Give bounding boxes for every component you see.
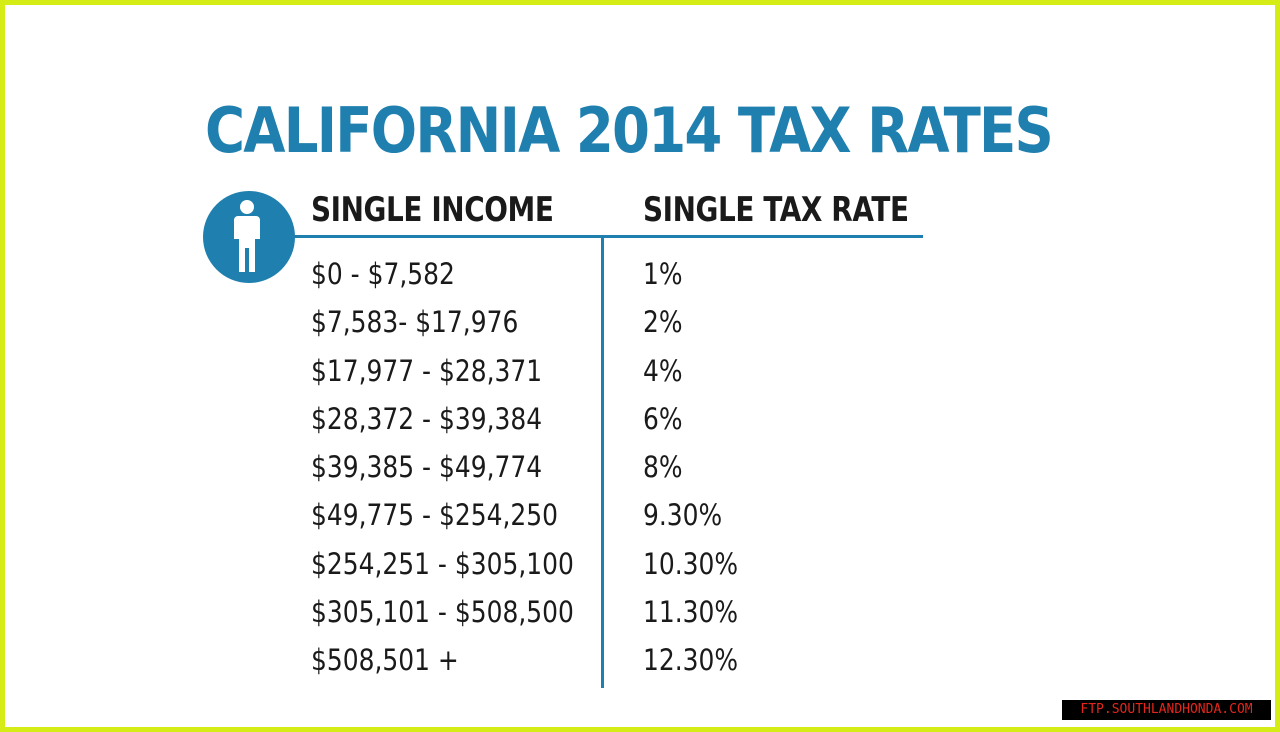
income-cell: $39,385 - $49,774 xyxy=(311,450,543,485)
table-row: $254,251 - $305,100 10.30% xyxy=(5,544,1280,592)
rate-cell: 2% xyxy=(643,305,683,340)
income-cell: $0 - $7,582 xyxy=(311,257,455,291)
rate-cell: 4% xyxy=(643,353,683,388)
table-row: $7,583- $17,976 2% xyxy=(5,302,1280,350)
rate-cell: 9.30% xyxy=(643,498,723,533)
income-cell: $508,501 + xyxy=(311,643,459,678)
table-row: $17,977 - $28,371 4% xyxy=(5,351,1280,399)
income-cell: $49,775 - $254,250 xyxy=(311,498,558,533)
income-cell: $7,583- $17,976 xyxy=(311,305,519,340)
rate-cell: 8% xyxy=(643,450,683,485)
column-header-income: SINGLE INCOME xyxy=(311,190,554,230)
page-title: CALIFORNIA 2014 TAX RATES xyxy=(205,94,1054,167)
rate-cell: 12.30% xyxy=(643,643,739,678)
column-divider xyxy=(601,236,604,688)
tax-rate-table: $0 - $7,582 1% $7,583- $17,976 2% $17,97… xyxy=(5,254,1280,689)
person-icon xyxy=(234,200,260,272)
income-cell: $254,251 - $305,100 xyxy=(311,546,574,581)
source-watermark: FTP.SOUTHLANDHONDA.COM xyxy=(1062,700,1271,720)
header-divider xyxy=(291,235,923,238)
rate-cell: 6% xyxy=(643,401,683,436)
person-badge xyxy=(203,191,295,283)
income-cell: $28,372 - $39,384 xyxy=(311,401,543,436)
rate-cell: 10.30% xyxy=(643,546,739,581)
table-row: $39,385 - $49,774 8% xyxy=(5,447,1280,495)
income-cell: $305,101 - $508,500 xyxy=(311,595,574,630)
rate-cell: 11.30% xyxy=(643,595,739,630)
column-header-rate: SINGLE TAX RATE xyxy=(643,190,909,230)
table-row: $305,101 - $508,500 11.30% xyxy=(5,592,1280,640)
table-row: $508,501 + 12.30% xyxy=(5,640,1280,688)
table-row: $28,372 - $39,384 6% xyxy=(5,399,1280,447)
table-row: $0 - $7,582 1% xyxy=(5,254,1280,302)
income-cell: $17,977 - $28,371 xyxy=(311,353,543,388)
table-row: $49,775 - $254,250 9.30% xyxy=(5,495,1280,543)
rate-cell: 1% xyxy=(643,257,683,291)
